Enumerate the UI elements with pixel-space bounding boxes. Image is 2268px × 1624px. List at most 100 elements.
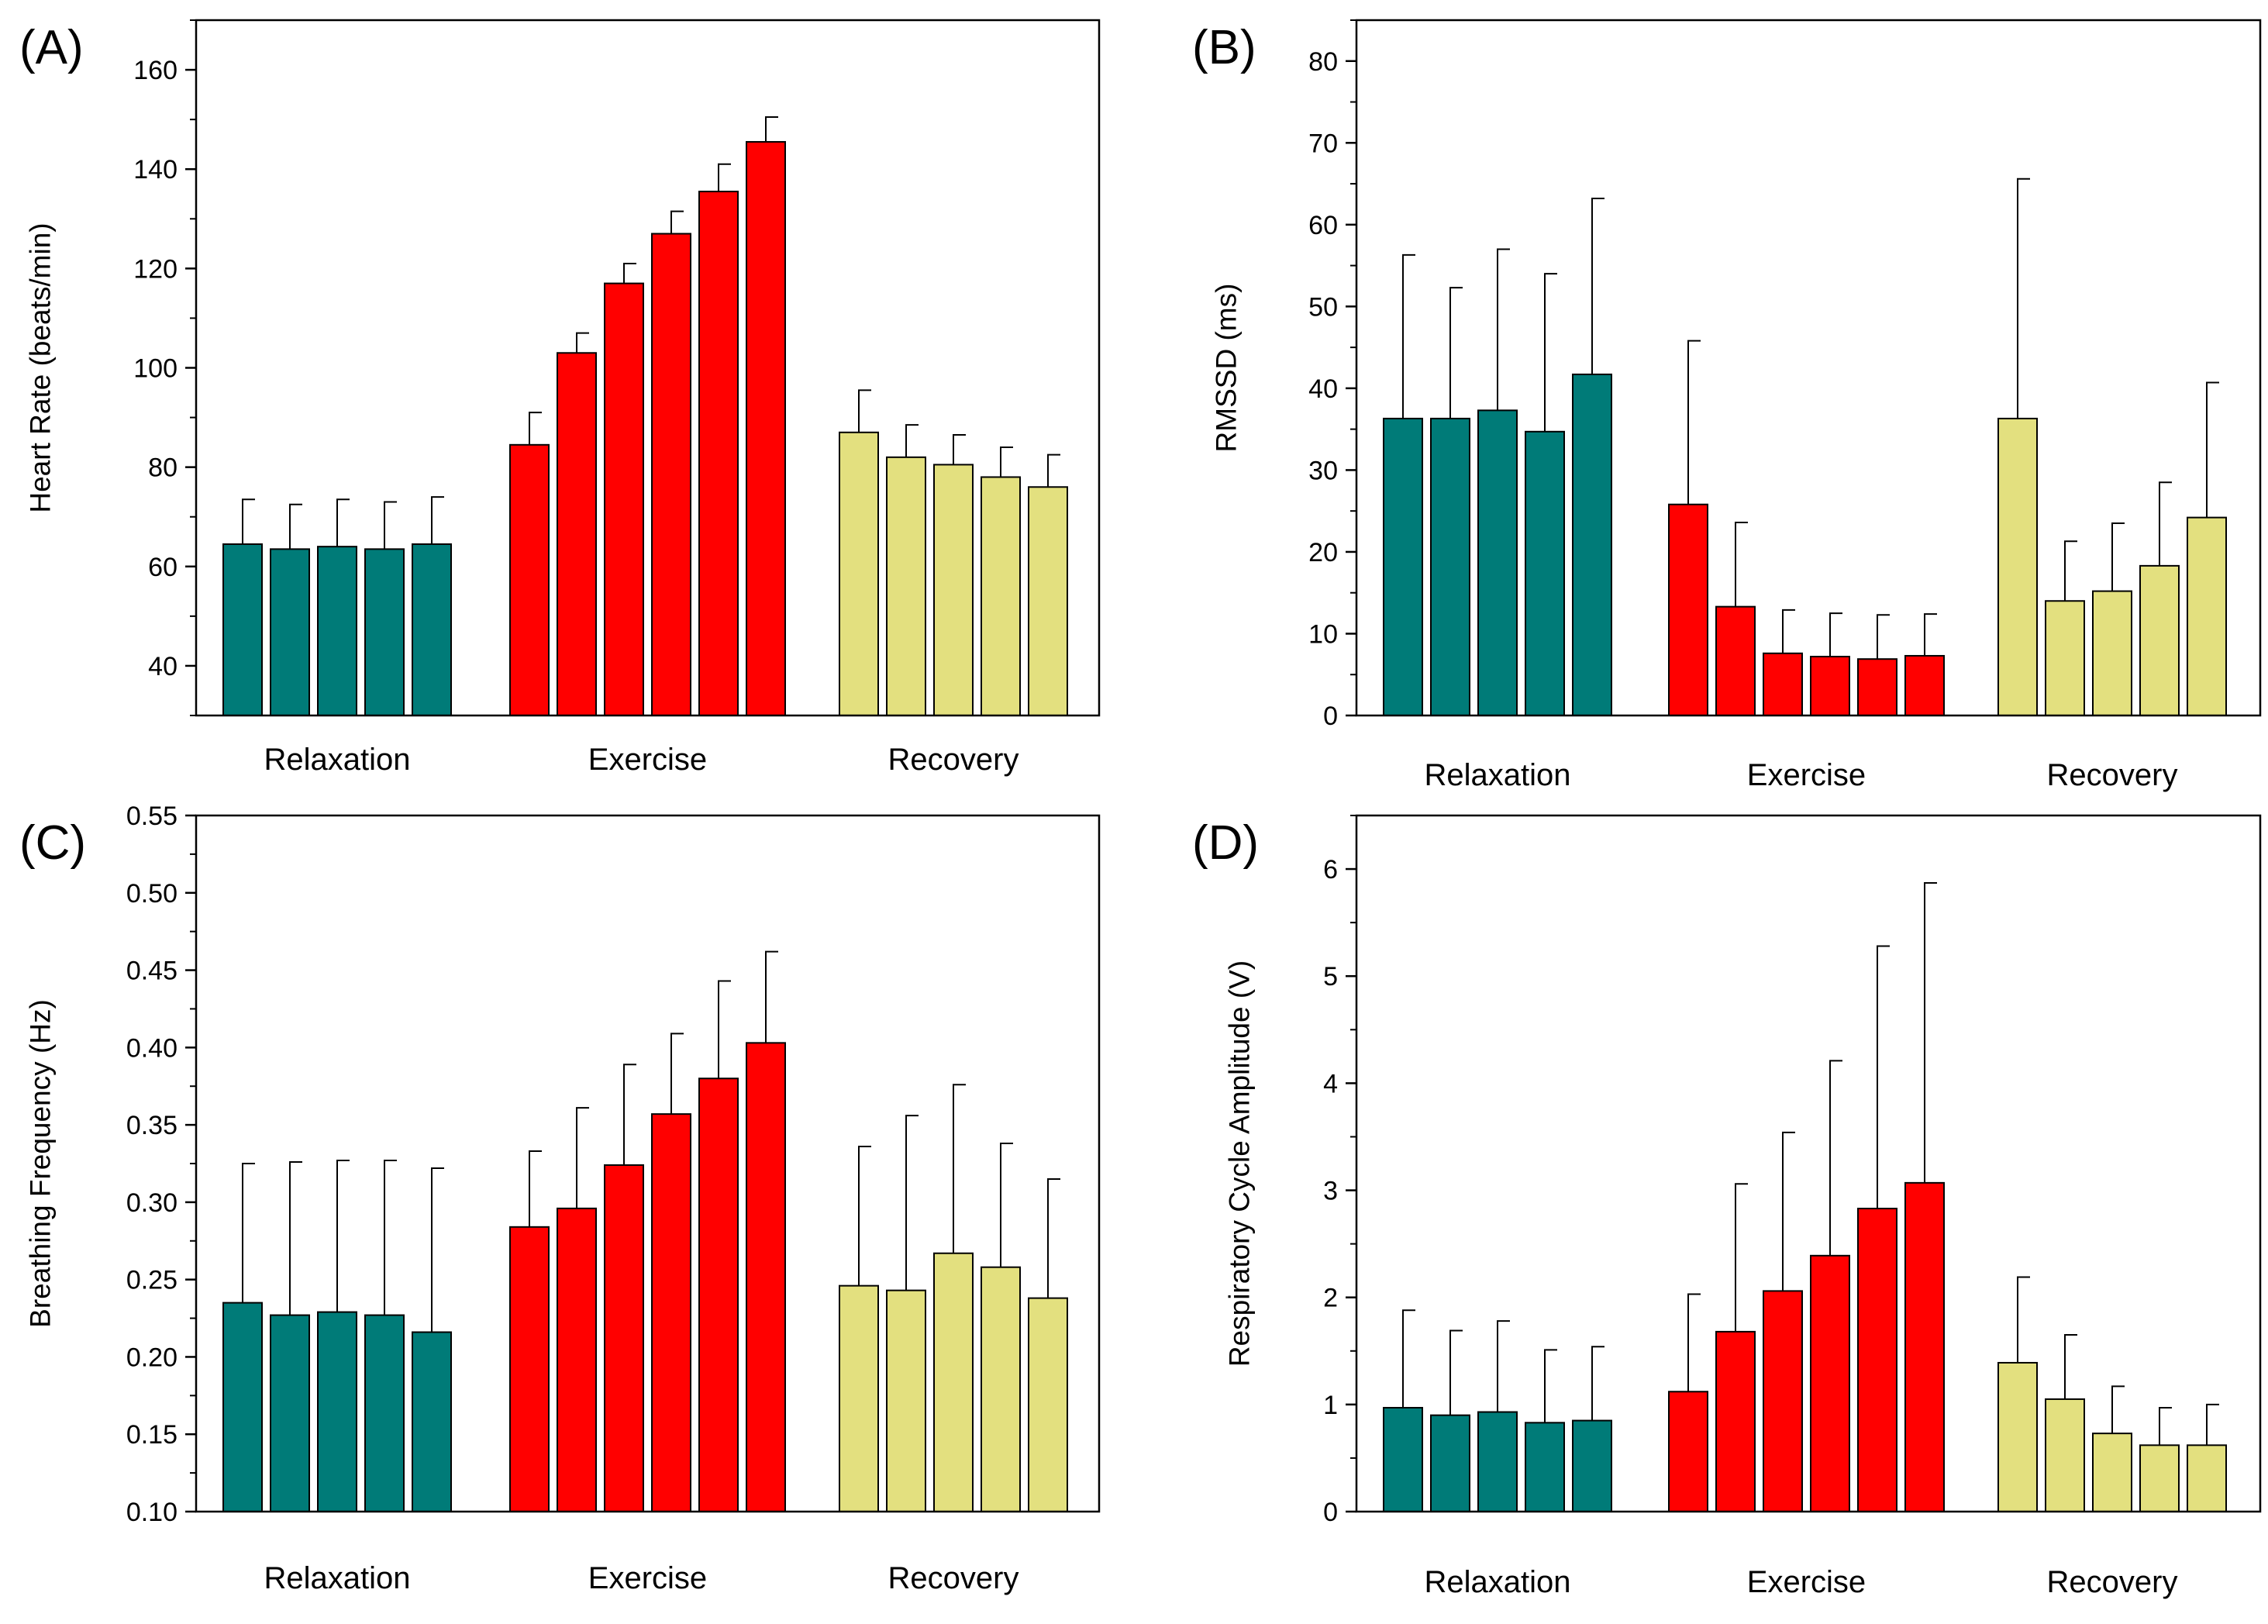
- group-label-relaxation: Relaxation: [1424, 1565, 1570, 1599]
- group-label-exercise: Exercise: [1747, 758, 1866, 792]
- bar-exercise-5: [1857, 1208, 1897, 1513]
- bar-recovery-5: [1028, 486, 1068, 716]
- bar-exercise-2: [557, 352, 597, 716]
- group-label-recovery: Recovery: [888, 743, 1019, 777]
- panel-b: Relaxation Exercise Recovery 0 10 20 30 40 50 60 7…: [1192, 19, 2262, 792]
- plot-frame: [1355, 814, 2262, 1513]
- bar-recovery-1: [1997, 1361, 2038, 1513]
- bar-recovery-2: [886, 1289, 926, 1512]
- panel-a: Relaxation Exercise Recovery 40 60 80 100 120 14…: [19, 19, 1101, 777]
- bar-recovery-2: [886, 456, 926, 716]
- group-label-exercise: Exercise: [1747, 1565, 1866, 1599]
- bar-exercise-6: [746, 140, 786, 717]
- y-tick-label: 160: [133, 56, 178, 85]
- bar-exercise-5: [1857, 658, 1897, 716]
- bar-relaxation-3: [1477, 409, 1518, 716]
- bar-recovery-5: [2187, 1444, 2227, 1512]
- y-tick-label: 60: [148, 553, 178, 582]
- bar-relaxation-4: [1525, 430, 1565, 716]
- bar-relaxation-3: [317, 546, 357, 717]
- y-tick-label: 2: [1323, 1284, 1338, 1313]
- y-axis-label: Heart Rate (beats/min): [25, 222, 57, 512]
- bar-exercise-4: [1810, 1254, 1850, 1512]
- bar-relaxation-2: [270, 1314, 310, 1513]
- bar-exercise-1: [1668, 503, 1708, 716]
- y-tick-label: 70: [1308, 129, 1338, 158]
- bar-recovery-1: [839, 1284, 879, 1513]
- y-tick-label: 0.55: [126, 802, 178, 831]
- y-tick-label: 10: [1308, 619, 1338, 649]
- bar-recovery-1: [1997, 417, 2038, 716]
- bar-relaxation-3: [317, 1311, 357, 1513]
- bar-relaxation-2: [1430, 417, 1470, 716]
- bar-recovery-3: [2092, 590, 2132, 716]
- bar-relaxation-1: [222, 543, 263, 716]
- y-tick-label: 40: [1308, 374, 1338, 404]
- bar-exercise-3: [604, 1164, 644, 1513]
- y-tick-label: 50: [1308, 292, 1338, 322]
- bar-relaxation-4: [364, 1314, 405, 1513]
- bar-exercise-3: [1763, 652, 1803, 717]
- bar-exercise-6: [746, 1042, 786, 1512]
- y-tick-label: 120: [133, 254, 178, 284]
- y-tick-label: 4: [1323, 1069, 1338, 1098]
- y-tick-label: 3: [1323, 1177, 1338, 1206]
- y-tick-label: 100: [133, 354, 178, 384]
- bar-exercise-3: [604, 282, 644, 717]
- y-axis-label: Breathing Frequency (Hz): [25, 999, 57, 1328]
- y-axis-label: Respiratory Cycle Amplitude (V): [1224, 960, 1256, 1367]
- panel-label: (A): [19, 21, 84, 74]
- bar-recovery-5: [2187, 516, 2227, 717]
- bar-exercise-4: [651, 1113, 691, 1512]
- y-tick-label: 80: [1308, 47, 1338, 77]
- y-tick-label: 0.15: [126, 1420, 178, 1450]
- bar-recovery-3: [2092, 1433, 2132, 1513]
- group-label-recovery: Recovery: [888, 1561, 1019, 1595]
- y-tick-label: 80: [148, 453, 178, 483]
- bar-relaxation-4: [364, 548, 405, 716]
- bar-relaxation-5: [1572, 1419, 1612, 1512]
- bar-relaxation-5: [412, 1331, 452, 1512]
- panel-c: Relaxation Exercise Recovery 0.10 0.15 0.20 0.…: [19, 802, 1101, 1595]
- bar-exercise-2: [1715, 605, 1756, 716]
- bar-recovery-1: [839, 431, 879, 716]
- group-label-relaxation: Relaxation: [264, 743, 410, 777]
- y-tick-label: 0.10: [126, 1498, 178, 1527]
- panel-label: (D): [1192, 816, 1259, 870]
- bar-relaxation-2: [1430, 1414, 1470, 1512]
- bar-recovery-2: [2045, 1398, 2085, 1513]
- bar-recovery-2: [2045, 600, 2085, 717]
- bar-exercise-6: [1904, 1181, 1945, 1512]
- y-tick-label: 6: [1323, 855, 1338, 884]
- bar-relaxation-4: [1525, 1422, 1565, 1512]
- bar-recovery-4: [2139, 564, 2180, 716]
- y-tick-label: 0.20: [126, 1343, 178, 1372]
- bar-relaxation-1: [222, 1302, 263, 1512]
- y-tick-label: 0.25: [126, 1266, 178, 1295]
- y-tick-label: 0.35: [126, 1111, 178, 1140]
- bar-exercise-3: [1763, 1290, 1803, 1512]
- group-label-exercise: Exercise: [588, 1561, 707, 1595]
- bar-exercise-5: [698, 1077, 739, 1512]
- bar-relaxation-1: [1383, 1406, 1423, 1512]
- y-tick-label: 140: [133, 155, 178, 184]
- bar-recovery-5: [1028, 1297, 1068, 1512]
- y-tick-label: 40: [148, 652, 178, 681]
- bar-relaxation-1: [1383, 417, 1423, 716]
- bar-relaxation-5: [412, 543, 452, 716]
- y-tick-label: 20: [1308, 538, 1338, 567]
- bar-recovery-3: [933, 464, 974, 716]
- bar-exercise-5: [698, 191, 739, 716]
- bar-exercise-6: [1904, 654, 1945, 716]
- bar-exercise-4: [651, 233, 691, 716]
- y-tick-label: 0: [1323, 1498, 1338, 1527]
- group-label-relaxation: Relaxation: [1424, 758, 1570, 792]
- panel-label: (B): [1192, 21, 1256, 74]
- group-label-relaxation: Relaxation: [264, 1561, 410, 1595]
- y-tick-label: 0: [1323, 702, 1338, 731]
- y-tick-label: 30: [1308, 456, 1338, 485]
- group-label-recovery: Recovery: [2047, 758, 2178, 792]
- group-label-exercise: Exercise: [588, 743, 707, 777]
- bar-exercise-1: [509, 1226, 550, 1512]
